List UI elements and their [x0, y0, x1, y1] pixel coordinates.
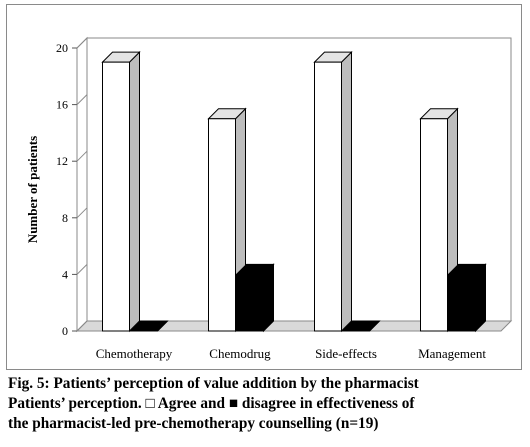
- caption-line-2: Patients’ perception. □ Agree and ■ disa…: [8, 395, 415, 412]
- y-tick-label: 20: [56, 41, 68, 55]
- y-tick-label: 0: [62, 324, 68, 338]
- bar-group: [235, 263, 275, 333]
- caption-line-1: Fig. 5: Patients’ perception of value ad…: [8, 375, 419, 392]
- y-tick-label: 8: [62, 211, 68, 225]
- y-tick-label: 16: [56, 98, 68, 112]
- y-tick-depth: [76, 320, 88, 332]
- bar-top: [129, 320, 169, 332]
- y-tick-label: 4: [62, 267, 68, 281]
- y-tick-depth: [76, 37, 88, 49]
- x-tick-label: Side-effects: [315, 346, 377, 361]
- y-tick-depth: [76, 264, 88, 275]
- bar-side: [341, 50, 352, 333]
- bar-group: [447, 263, 487, 333]
- bar-top: [341, 320, 381, 332]
- bar: [448, 273, 476, 332]
- y-axis-ticks: 0 4 8 12 16 20: [56, 37, 88, 338]
- bar-side: [475, 263, 486, 333]
- bar-side: [263, 263, 274, 333]
- bar: [102, 61, 130, 332]
- x-tick-label: Chemodrug: [209, 346, 271, 361]
- bar: [236, 273, 264, 332]
- chart-bars: [101, 50, 487, 333]
- bar-chart: 0 4 8 12 16 20 Chemotherapy Chemodrug Side-effe…: [25, 36, 513, 361]
- bar: [420, 118, 448, 332]
- bar-group: [313, 50, 353, 333]
- x-tick-label: Management: [418, 346, 486, 361]
- y-tick-depth: [76, 207, 88, 219]
- y-tick-depth: [76, 94, 88, 105]
- side-wall: [76, 36, 88, 333]
- y-axis-title: Number of patients: [25, 136, 40, 243]
- bar-side: [129, 50, 140, 333]
- bar: [314, 61, 342, 332]
- y-tick-label: 12: [56, 154, 68, 168]
- bar: [208, 118, 236, 332]
- x-axis-labels: Chemotherapy Chemodrug Side-effects Managem…: [96, 346, 487, 361]
- caption-line-3: the pharmacist-led pre-chemotherapy coun…: [8, 415, 379, 432]
- bar-group: [341, 320, 381, 332]
- x-tick-label: Chemotherapy: [96, 346, 173, 361]
- y-tick-depth: [76, 150, 88, 162]
- figure-caption: Fig. 5: Patients’ perception of value ad…: [8, 374, 526, 434]
- chart-frame: 0 4 8 12 16 20 Chemotherapy Chemodrug Side-effe…: [6, 4, 522, 370]
- bar-group: [101, 50, 141, 333]
- chart-walls: [75, 36, 513, 333]
- bar-group: [129, 320, 169, 332]
